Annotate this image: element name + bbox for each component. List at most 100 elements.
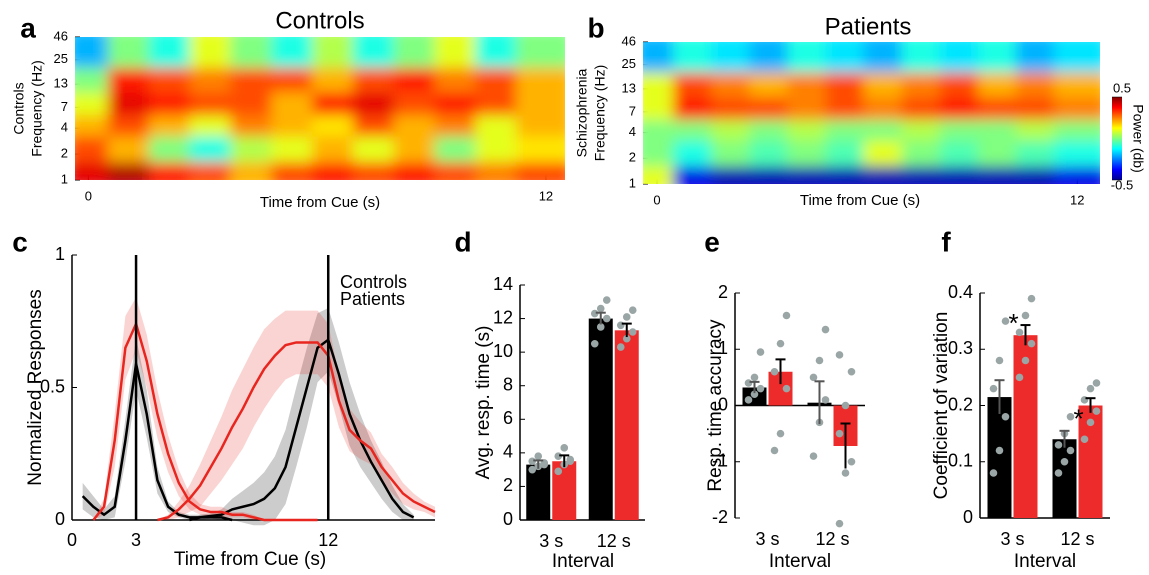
y-tick-label: 0 (503, 509, 513, 529)
subject-point (1015, 373, 1024, 382)
y-tick-label: 1 (55, 244, 65, 264)
subject-point (744, 396, 753, 404)
panel-letter: d (454, 226, 471, 257)
x-tick-label: 3 s (1000, 529, 1024, 549)
x-axis-label: Interval (552, 551, 614, 572)
subject-point (782, 384, 791, 393)
x-tick-label: 12 s (1060, 529, 1094, 549)
panel-letter: b (587, 12, 604, 43)
y-axis-label: Frequency (Hz) (29, 60, 45, 156)
y-axis-label: Resp. time accuracy (705, 319, 726, 492)
x-tick-label: 0 (653, 192, 660, 207)
subject-point (1092, 379, 1101, 387)
heatmap-cells (75, 37, 565, 180)
y-tick-label: 0.1 (948, 451, 973, 471)
subject-point (847, 367, 856, 376)
subject-point (596, 323, 605, 331)
subject-point (1086, 384, 1095, 393)
x-tick-label: 12 (1070, 192, 1084, 207)
subject-point (1021, 311, 1030, 320)
x-axis-label: Interval (1014, 551, 1076, 572)
y-tick-label: 14 (493, 274, 513, 294)
subject-point (995, 356, 1004, 365)
y-tick-label: 12 (493, 307, 513, 327)
subject-point (770, 367, 779, 376)
y-tick-label: 4 (503, 442, 513, 462)
panel-letter: c (12, 226, 28, 257)
subject-point (1021, 356, 1030, 365)
heatmap-cell (516, 37, 565, 68)
subject-point (750, 373, 759, 382)
significance-marker: * (1008, 308, 1018, 338)
subject-point (528, 457, 537, 466)
subject-point (1001, 412, 1010, 421)
x-axis-label: Interval (769, 551, 831, 572)
subject-point (554, 452, 563, 461)
subject-point (566, 457, 575, 466)
subject-point (776, 429, 785, 438)
subject-point (1066, 412, 1075, 421)
colorbar (1112, 97, 1122, 180)
subject-point (602, 296, 611, 304)
bar (1013, 335, 1038, 518)
x-axis-label: Time from Cue (s) (174, 549, 326, 570)
subject-point (1080, 435, 1089, 444)
panel-letter: a (20, 12, 36, 43)
subject-point (744, 379, 753, 387)
y-tick-label: 1 (61, 171, 68, 186)
x-tick-label: 12 (318, 530, 338, 550)
subject-point (995, 446, 1004, 455)
subject-point (821, 325, 830, 334)
y-axis-label: Frequency (Hz) (592, 65, 608, 161)
y-tick-label: 0.4 (948, 282, 973, 302)
subject-point (596, 304, 605, 313)
error-band (93, 297, 318, 520)
y-tick-label: 7 (629, 103, 636, 118)
heatmap (643, 42, 1100, 184)
heatmap-cells (643, 42, 1100, 184)
response-line (157, 341, 436, 522)
y-tick-label: 25 (54, 51, 68, 66)
panel-title: Controls (275, 7, 364, 34)
subject-point (782, 311, 791, 320)
y-tick-label: 13 (622, 80, 636, 95)
subject-point (616, 343, 625, 351)
subject-point (1086, 418, 1095, 427)
y-tick-label: 13 (54, 76, 68, 91)
x-tick-label: 0 (85, 188, 92, 203)
legend-entry: Patients (340, 289, 405, 309)
y-tick-label: 0.3 (948, 338, 973, 358)
subject-point (1054, 441, 1063, 449)
x-axis-label: Time from Cue (s) (800, 192, 920, 209)
x-tick-label: 12 s (597, 531, 631, 551)
y-tick-label: 0.5 (40, 376, 65, 396)
colorbar-tick-label: -0.5 (1111, 177, 1133, 192)
x-tick-label: 12 (539, 188, 553, 203)
subject-point (989, 384, 998, 393)
subject-point (847, 457, 856, 466)
subject-point (770, 446, 779, 455)
y-tick-label: 0.2 (948, 394, 973, 414)
y-axis-label: Schizophrenia (574, 68, 590, 157)
bar (588, 318, 613, 520)
y-tick-label: 8 (503, 374, 513, 394)
subject-point (622, 313, 631, 321)
subject-point (750, 390, 759, 399)
subject-point (1001, 317, 1010, 325)
subject-point (776, 339, 785, 348)
subject-point (1015, 328, 1024, 337)
bar (526, 464, 551, 520)
y-tick-label: 0 (963, 507, 973, 527)
subject-point (756, 384, 765, 393)
response-line (189, 337, 415, 522)
subject-point (809, 373, 818, 382)
subject-point (989, 469, 998, 477)
heatmap (75, 37, 565, 180)
subject-point (534, 452, 543, 461)
significance-marker: * (1073, 404, 1083, 434)
subject-point (622, 334, 631, 343)
error-band (157, 310, 436, 520)
y-tick-label: 4 (61, 120, 68, 135)
subject-point (560, 444, 569, 452)
